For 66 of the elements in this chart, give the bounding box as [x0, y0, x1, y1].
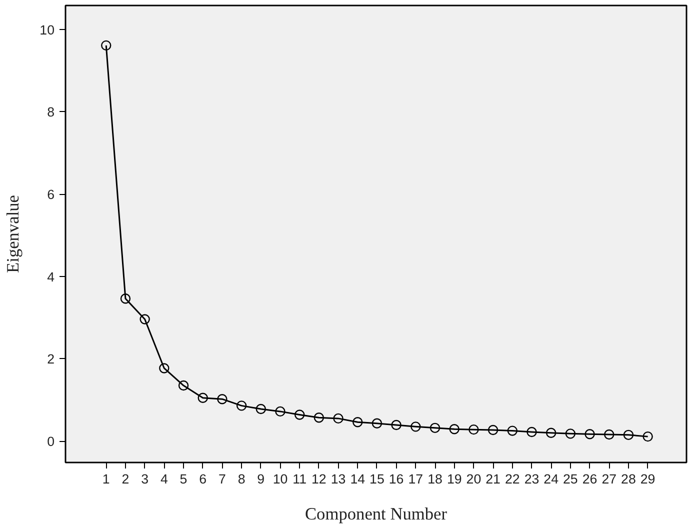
point [546, 428, 556, 438]
point [642, 431, 653, 442]
x-tick-label: 11 [292, 472, 307, 486]
x-tick-label: 6 [199, 472, 207, 486]
y-tick-label: 8 [47, 104, 55, 120]
x-tick-label: 15 [370, 472, 384, 486]
x-tick-label: 10 [272, 472, 288, 486]
y-axis-title: Eigenvalue [4, 194, 23, 273]
point [120, 294, 131, 304]
x-tick-label: 8 [238, 472, 246, 486]
x-axis-title: Component Number [305, 504, 448, 524]
point [140, 314, 150, 324]
point [584, 429, 595, 440]
x-tick-label: 19 [446, 472, 462, 486]
point [275, 406, 286, 417]
x-tick-label: 5 [180, 472, 188, 486]
y-tick-label: 0 [47, 434, 55, 450]
point [178, 380, 189, 391]
x-tick-label: 25 [563, 472, 578, 486]
point [507, 426, 518, 436]
y-tick-label: 4 [47, 269, 56, 284]
x-tick-label: 13 [330, 472, 346, 486]
point [391, 420, 402, 430]
x-tick-label: 28 [621, 472, 636, 486]
x-tick-label: 24 [544, 472, 560, 486]
x-tick-label: 22 [504, 472, 520, 486]
point [430, 422, 440, 434]
point [565, 428, 576, 439]
x-tick-label: 26 [582, 472, 598, 486]
point [526, 426, 537, 438]
x-tick-label: 1 [102, 472, 110, 486]
x-tick-label: 29 [640, 472, 656, 486]
x-tick-label: 18 [428, 472, 442, 486]
point [352, 417, 363, 428]
x-tick-label: 21 [486, 472, 500, 486]
point [256, 404, 266, 414]
x-tick-label: 2 [122, 472, 130, 486]
point [217, 394, 228, 404]
point [159, 363, 170, 374]
point [468, 424, 479, 435]
point [604, 429, 614, 440]
x-tick-label: 16 [388, 472, 404, 486]
x-tick-label: 17 [408, 472, 424, 486]
point [294, 410, 305, 420]
x-tick-label: 7 [218, 472, 226, 486]
y-tick-label: 10 [40, 22, 55, 38]
point [410, 422, 421, 432]
x-tick-label: 4 [160, 472, 168, 486]
y-tick-label: 6 [47, 187, 55, 202]
x-tick-label: 20 [466, 472, 482, 486]
point [623, 430, 634, 440]
point [333, 413, 344, 424]
point [314, 412, 324, 423]
point [488, 424, 498, 436]
x-tick-label: 9 [257, 472, 265, 486]
x-tick-label: 23 [524, 472, 540, 486]
x-tick-label: 14 [350, 472, 366, 486]
point [101, 40, 112, 51]
x-tick-label: 3 [141, 472, 149, 486]
y-tick-label: 2 [47, 352, 55, 367]
point [236, 400, 247, 411]
x-tick-label: 12 [312, 472, 326, 486]
point [198, 392, 208, 403]
point [372, 418, 382, 428]
x-tick-label: 27 [602, 472, 617, 486]
point [449, 424, 460, 434]
